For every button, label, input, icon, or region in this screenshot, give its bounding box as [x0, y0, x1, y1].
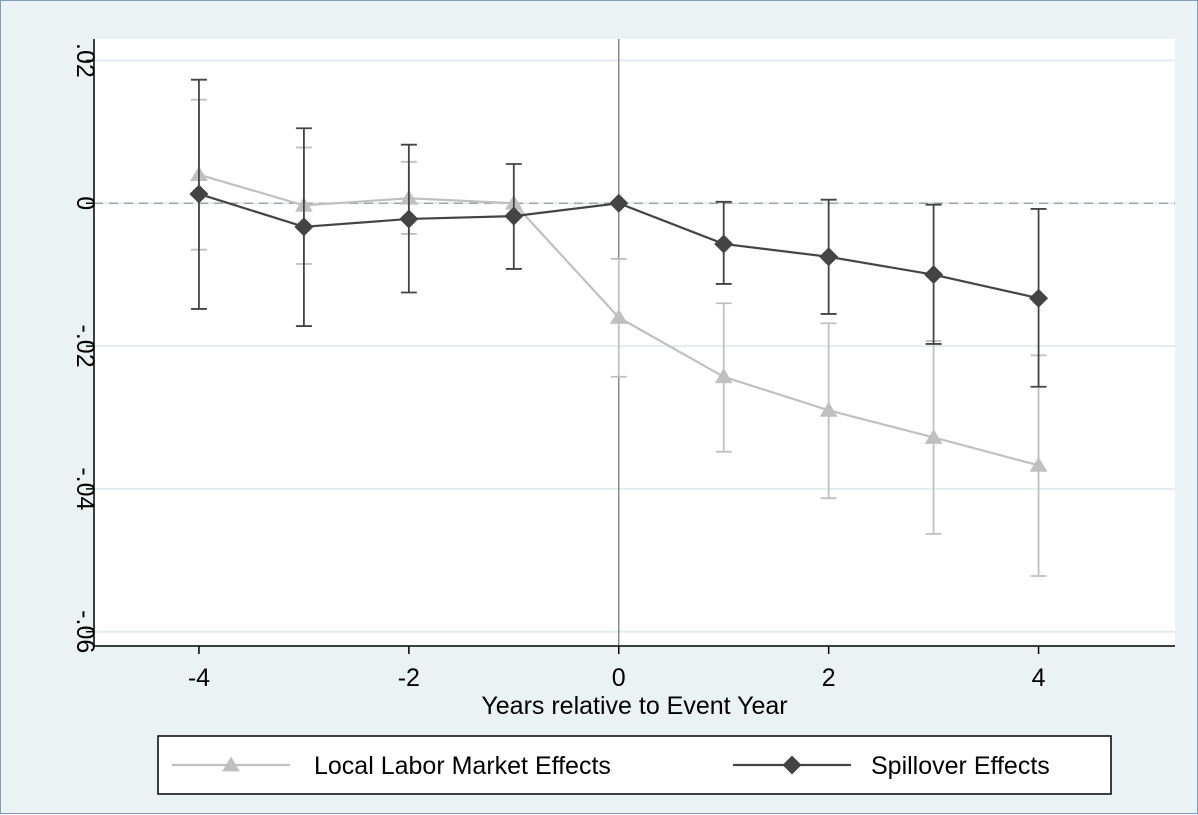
data-point-1-2 — [399, 209, 419, 229]
data-point-1-7 — [924, 265, 944, 285]
legend-marker-1 — [782, 755, 802, 775]
x-tick-label-0: -4 — [188, 664, 210, 692]
series-1 — [189, 78, 1049, 388]
series-layer — [189, 78, 1049, 577]
data-point-1-3 — [504, 206, 524, 226]
data-point-1-0 — [189, 184, 209, 204]
x-axis-title: Years relative to Event Year — [481, 692, 787, 720]
data-point-0-7 — [924, 428, 943, 444]
data-point-0-6 — [819, 401, 838, 417]
y-tick-label-0: .02 — [71, 43, 99, 78]
y-tick-label-4: -.06 — [71, 610, 99, 653]
data-point-1-4 — [609, 193, 629, 213]
x-tick-label-1: -2 — [398, 664, 420, 692]
x-tick-label-2: 0 — [612, 664, 626, 692]
data-point-0-4 — [609, 309, 628, 324]
legend-box — [157, 735, 1112, 795]
axes: .02 0 -.02 -.04 -.06 -4 -2 0 2 4 — [71, 39, 1175, 692]
legend: Local Labor Market Effects Spillover Effe… — [157, 735, 1112, 795]
data-point-1-8 — [1029, 288, 1049, 308]
data-point-0-5 — [714, 368, 733, 384]
data-point-1-6 — [819, 247, 839, 267]
y-tick-label-3: -.04 — [71, 467, 99, 510]
y-tick-label-2: -.02 — [71, 325, 99, 368]
legend-label-0: Local Labor Market Effects — [314, 752, 611, 780]
legend-marker-0 — [222, 756, 240, 772]
data-point-1-5 — [714, 234, 734, 254]
data-point-1-1 — [294, 217, 314, 237]
x-tick-label-4: 4 — [1032, 664, 1046, 692]
plot-area — [94, 39, 1175, 646]
y-tick-label-1: 0 — [71, 196, 99, 210]
legend-label-1: Spillover Effects — [871, 752, 1050, 780]
data-point-0-8 — [1029, 456, 1048, 472]
x-tick-label-3: 2 — [822, 664, 836, 692]
